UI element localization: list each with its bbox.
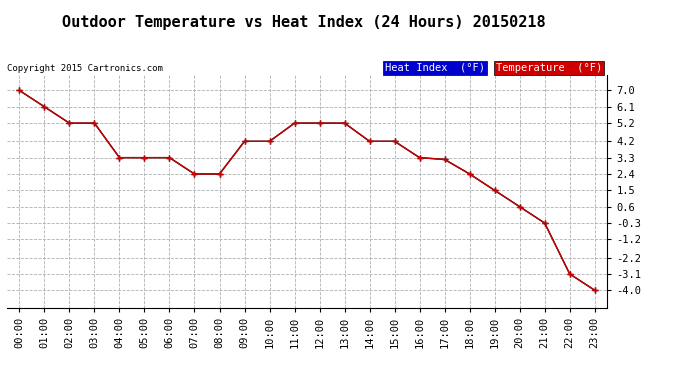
- Text: Heat Index  (°F): Heat Index (°F): [385, 63, 485, 73]
- Text: Copyright 2015 Cartronics.com: Copyright 2015 Cartronics.com: [7, 64, 163, 73]
- Text: Outdoor Temperature vs Heat Index (24 Hours) 20150218: Outdoor Temperature vs Heat Index (24 Ho…: [62, 15, 545, 30]
- Text: Temperature  (°F): Temperature (°F): [496, 63, 602, 73]
